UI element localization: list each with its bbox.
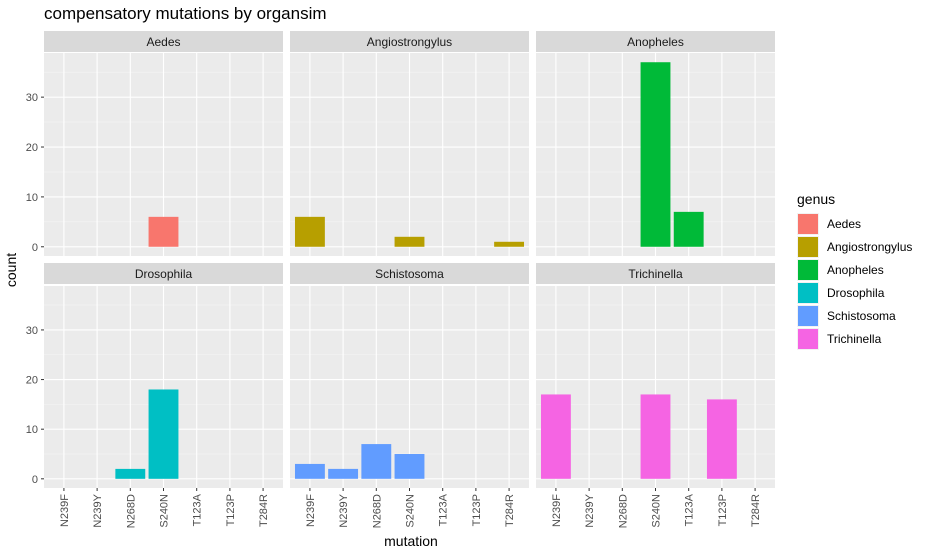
bar-schistosoma-n239y — [328, 468, 359, 479]
bar-angiostrongylus-s240n — [394, 236, 425, 247]
legend-key-schistosoma — [798, 306, 818, 326]
bar-trichinella-n239f — [540, 394, 571, 479]
bar-drosophila-n268d — [115, 468, 146, 479]
x-tick-label: N268D — [371, 494, 383, 528]
legend-label: Angiostrongylus — [827, 240, 912, 254]
facet-strip-label: Trichinella — [628, 267, 683, 281]
x-tick-label: N268D — [125, 494, 137, 528]
x-tick-label: S240N — [651, 494, 663, 528]
y-tick-label: 10 — [26, 192, 38, 204]
x-tick-label: T123P — [471, 494, 483, 526]
facet-strip-label: Aedes — [146, 35, 180, 49]
facet-strip — [536, 263, 775, 284]
x-tick-label: S240N — [405, 494, 417, 528]
bar-trichinella-t123p — [706, 399, 737, 479]
y-tick-label: 10 — [26, 424, 38, 436]
bar-schistosoma-s240n — [394, 454, 425, 479]
x-tick-label: N268D — [617, 494, 629, 528]
y-tick-label: 30 — [26, 325, 38, 337]
bar-angiostrongylus-t284r — [494, 241, 525, 247]
legend-label: Anopheles — [827, 263, 884, 277]
facet-strip-label: Drosophila — [135, 267, 193, 281]
bar-anopheles-t123a — [673, 211, 704, 247]
x-tick-label: T123P — [717, 494, 729, 526]
x-tick-label: N239Y — [92, 493, 104, 527]
chart-title: compensatory mutations by organsim — [44, 4, 327, 23]
legend: genus Aedes Angiostrongylus Anopheles Droso… — [797, 191, 912, 350]
y-tick-label: 20 — [26, 142, 38, 154]
facet-panel-aedes: Aedes 0 10 20 30 — [26, 31, 283, 256]
facet-strip — [44, 263, 283, 284]
y-axis-title: count — [3, 253, 19, 287]
facet-panel-schistosoma: Schistosoma N239F N239Y N268D S240N T123A T123… — [290, 263, 529, 528]
facet-panel-anopheles: Anopheles — [536, 31, 775, 256]
x-tick-label: T123P — [225, 494, 237, 526]
x-tick-label: N239Y — [338, 493, 350, 527]
y-tick-label: 20 — [26, 375, 38, 387]
x-tick-label: N239F — [305, 494, 317, 527]
facet-strip-label: Angiostrongylus — [367, 35, 452, 49]
bar-angiostrongylus-n239f — [294, 216, 325, 247]
legend-key-drosophila — [798, 283, 818, 303]
facet-strip — [290, 31, 529, 52]
facet-panel-trichinella: Trichinella N239F N239Y N268D S240N T123A T123… — [536, 263, 775, 528]
legend-key-trichinella — [798, 329, 818, 349]
bar-schistosoma-n239f — [294, 463, 325, 479]
facet-strip — [290, 263, 529, 284]
x-tick-label: T284R — [258, 494, 270, 527]
y-tick-label: 30 — [26, 92, 38, 104]
legend-label: Drosophila — [827, 286, 885, 300]
bar-schistosoma-n268d — [361, 444, 392, 479]
legend-label: Aedes — [827, 217, 861, 231]
facet-strip-label: Anopheles — [627, 35, 684, 49]
x-tick-label: T284R — [750, 494, 762, 527]
facet-panel-angiostrongylus: Angiostrongylus — [290, 31, 529, 256]
bar-aedes-s240n — [148, 216, 179, 247]
x-tick-label: N239Y — [584, 493, 596, 527]
x-axis-title: mutation — [384, 533, 438, 549]
y-tick-label: 0 — [32, 242, 38, 254]
facet-strip-label: Schistosoma — [375, 267, 444, 281]
legend-label: Schistosoma — [827, 309, 896, 323]
x-tick-label: T123A — [192, 493, 204, 526]
y-tick-label: 0 — [32, 474, 38, 486]
facet-panels: Aedes 0 10 20 30 Angiostrongylus Anopheles Dros… — [26, 31, 775, 528]
x-tick-label: T284R — [504, 494, 516, 527]
bar-drosophila-s240n — [148, 389, 179, 479]
facet-panel-drosophila: Drosophila 0 10 20 30 N239F N239Y N268D S240N T12… — [26, 263, 283, 528]
bar-anopheles-s240n — [640, 62, 671, 247]
legend-title: genus — [797, 191, 835, 207]
legend-key-angiostrongylus — [798, 237, 818, 257]
facet-strip — [44, 31, 283, 52]
x-tick-label: T123A — [438, 493, 450, 526]
x-tick-label: T123A — [684, 493, 696, 526]
x-tick-label: N239F — [551, 494, 563, 527]
legend-label: Trichinella — [827, 332, 882, 346]
x-tick-label: S240N — [159, 494, 171, 528]
legend-key-anopheles — [798, 260, 818, 280]
facet-strip — [536, 31, 775, 52]
x-tick-label: N239F — [59, 494, 71, 527]
legend-key-aedes — [798, 214, 818, 234]
bar-trichinella-s240n — [640, 394, 671, 479]
